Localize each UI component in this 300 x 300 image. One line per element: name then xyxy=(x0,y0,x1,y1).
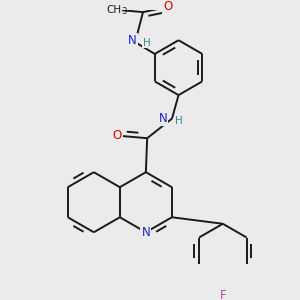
Text: H: H xyxy=(143,38,151,48)
Text: N: N xyxy=(142,226,150,239)
Text: 3: 3 xyxy=(121,7,126,16)
Text: N: N xyxy=(128,34,136,47)
Text: O: O xyxy=(112,129,122,142)
Text: O: O xyxy=(163,0,172,14)
Text: N: N xyxy=(158,112,167,125)
Text: F: F xyxy=(220,289,226,300)
Text: CH: CH xyxy=(107,4,122,14)
Text: H: H xyxy=(175,116,182,126)
